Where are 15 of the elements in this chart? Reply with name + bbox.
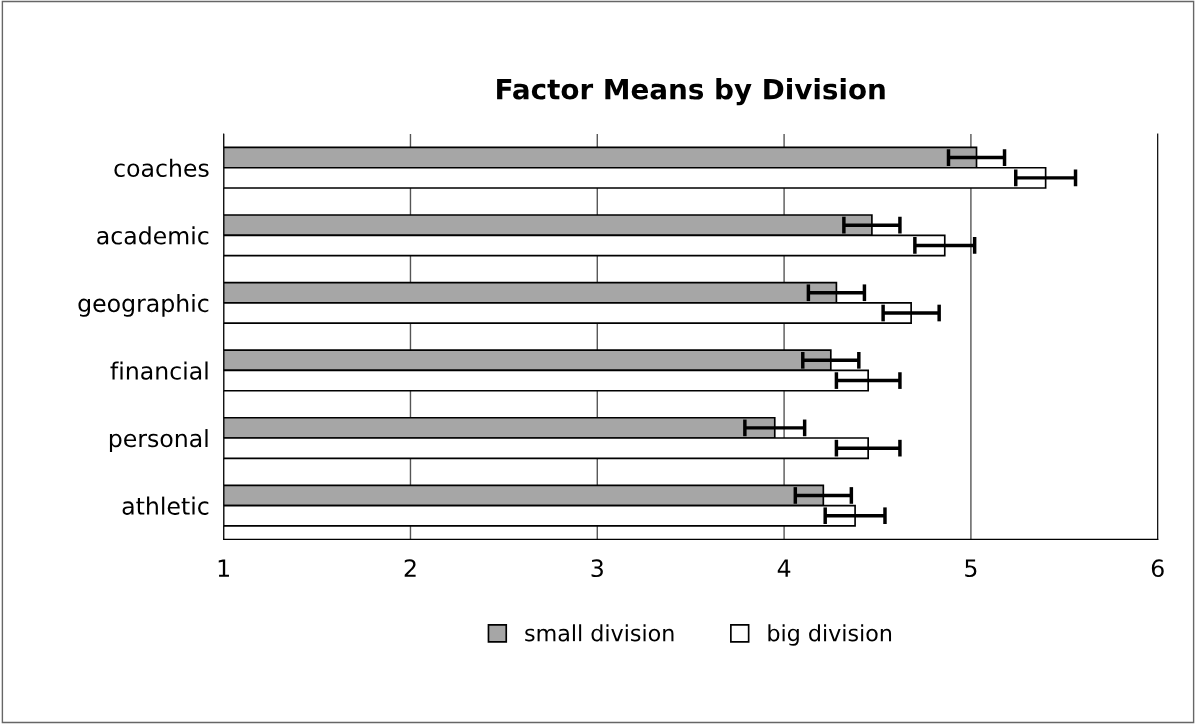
chart-title: Factor Means by Division (497, 78, 885, 106)
y-tick-label: financial (110, 361, 208, 380)
x-tick-label: 5 (965, 559, 977, 578)
legend-label: big division (768, 624, 892, 646)
x-tick-label: 6 (1151, 559, 1164, 578)
y-tick-label: personal (109, 429, 208, 452)
legend-label: small division (525, 624, 674, 642)
x-tick-label: 1 (218, 559, 229, 577)
y-tick-label: coaches (114, 158, 209, 178)
x-tick-label: 4 (777, 559, 791, 577)
y-tick-label: academic (97, 226, 209, 245)
x-tick-label: 3 (591, 559, 603, 578)
y-tick-label: athletic (122, 496, 209, 515)
x-tick-label: 2 (404, 559, 416, 577)
y-tick-label: geographic (78, 293, 209, 317)
